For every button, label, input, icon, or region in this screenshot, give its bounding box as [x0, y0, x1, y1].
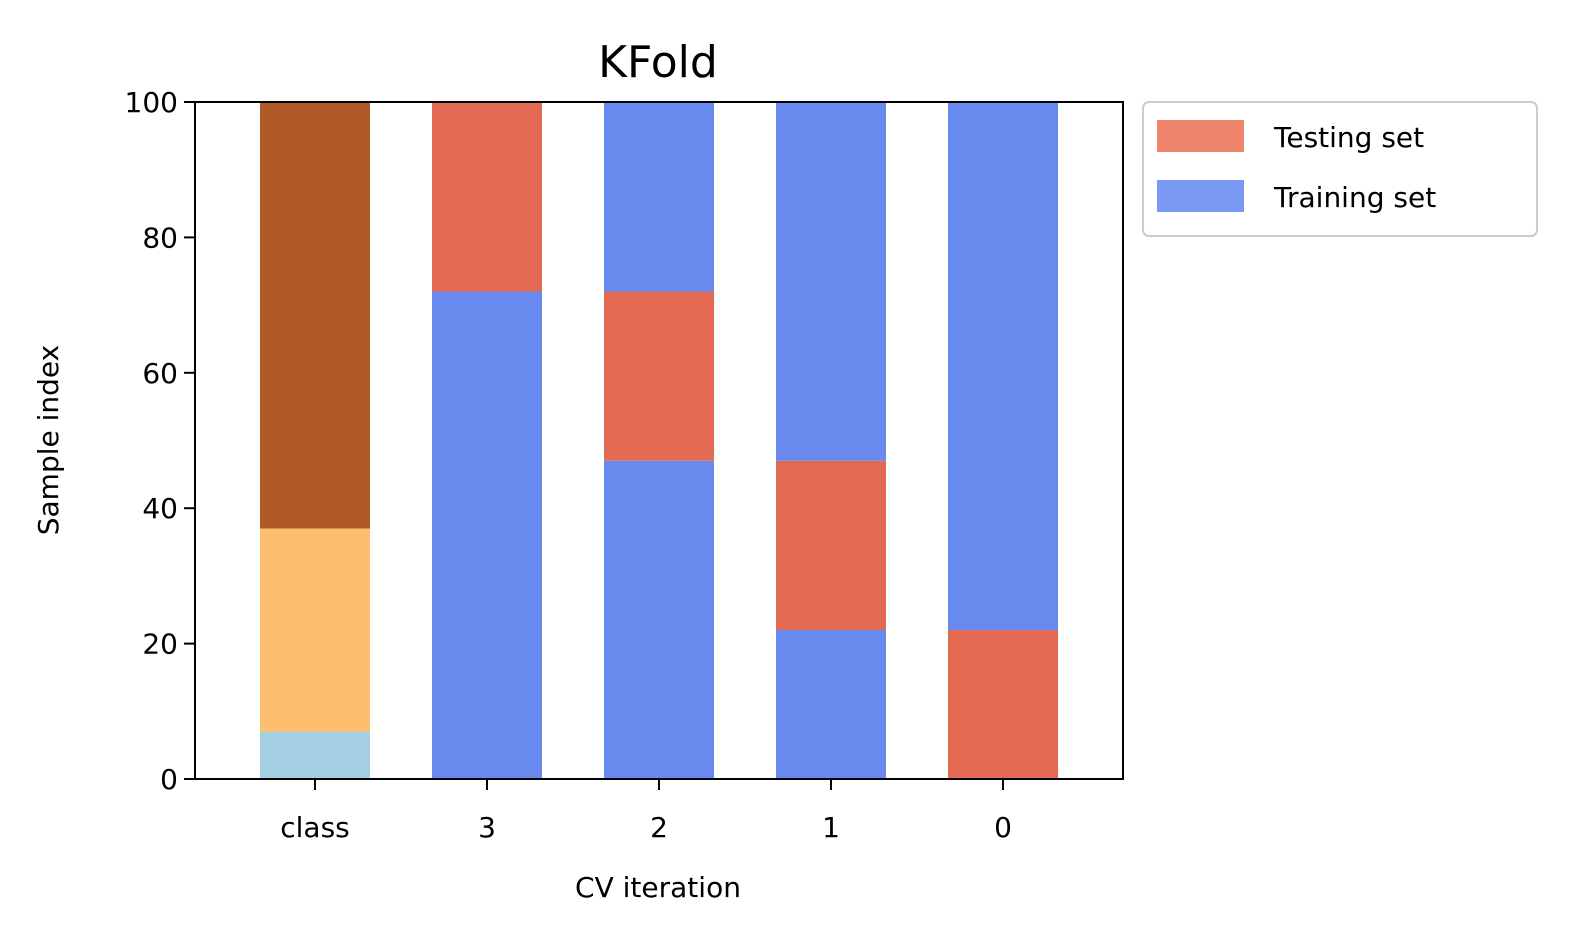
legend-swatch-1	[1157, 180, 1244, 212]
x-tick-label-0: 0	[994, 811, 1012, 844]
bar-segment-0-1	[948, 102, 1058, 631]
x-tick-label-3: 3	[478, 811, 496, 844]
bars-layer	[260, 102, 1058, 779]
legend-swatch-0	[1157, 120, 1244, 152]
bar-segment-1-2	[776, 102, 886, 461]
bar-segment-class-1	[260, 528, 370, 732]
y-tick-label-100: 100	[125, 86, 178, 119]
y-tick-label-20: 20	[142, 628, 178, 661]
y-tick-label-60: 60	[142, 357, 178, 390]
x-tick-label-2: 2	[650, 811, 668, 844]
bar-segment-1-1	[776, 460, 886, 631]
x-axis-label: CV iteration	[575, 871, 741, 904]
bar-segment-class-0	[260, 731, 370, 779]
bar-segment-2-2	[604, 102, 714, 292]
chart-title: KFold	[598, 37, 718, 88]
y-tick-label-0: 0	[160, 763, 178, 796]
bar-segment-1-0	[776, 630, 886, 779]
x-tick-label-1: 1	[822, 811, 840, 844]
legend-label-1: Training set	[1273, 181, 1436, 214]
y-tick-label-80: 80	[142, 221, 178, 254]
bar-segment-0-0	[948, 630, 1058, 779]
bar-segment-3-0	[432, 291, 542, 779]
bar-segment-2-1	[604, 291, 714, 461]
bar-segment-2-0	[604, 460, 714, 779]
y-tick-label-40: 40	[142, 492, 178, 525]
axes-layer: 0 20 40 60 80 100 class 3 2 1 0	[125, 86, 1124, 844]
x-tick-label-class: class	[280, 811, 350, 844]
bar-segment-class-2	[260, 102, 370, 529]
y-axis-label: Sample index	[32, 345, 65, 536]
legend-label-0: Testing set	[1273, 121, 1424, 154]
bar-segment-3-1	[432, 102, 542, 292]
legend: Testing set Training set	[1142, 101, 1538, 237]
